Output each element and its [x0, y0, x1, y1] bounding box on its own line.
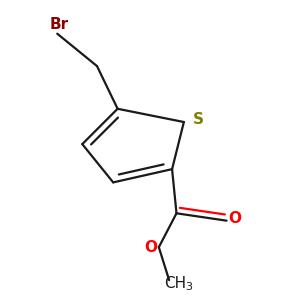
Text: 3: 3: [186, 282, 193, 292]
Text: O: O: [144, 240, 157, 255]
Text: O: O: [228, 211, 241, 226]
Text: S: S: [193, 112, 203, 127]
Text: CH: CH: [165, 276, 187, 291]
Text: Br: Br: [49, 17, 68, 32]
